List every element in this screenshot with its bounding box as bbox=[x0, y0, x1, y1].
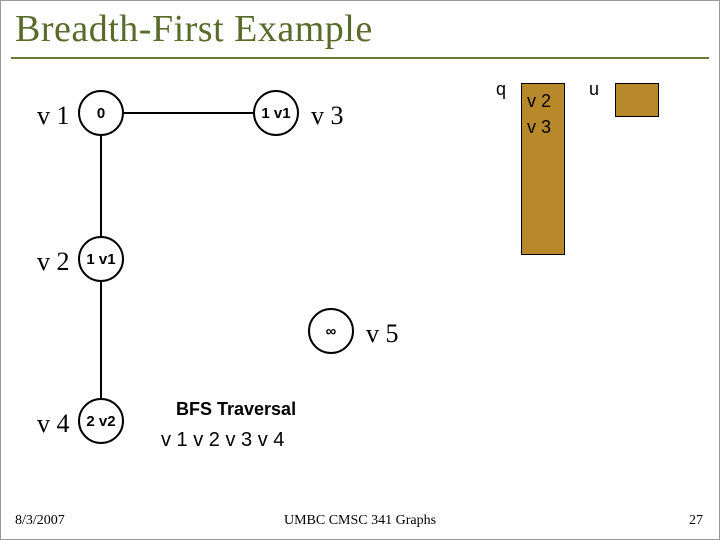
node-v5: ∞ bbox=[308, 308, 354, 354]
node-v1-label: v 1 bbox=[37, 101, 70, 131]
queue-item-0: v 2 bbox=[527, 91, 551, 112]
node-v1-value: 0 bbox=[97, 105, 105, 122]
node-v3-label: v 3 bbox=[311, 101, 344, 131]
node-v5-value: ∞ bbox=[326, 323, 337, 340]
node-v4: 2 v2 bbox=[78, 398, 124, 444]
footer-page: 27 bbox=[689, 513, 703, 529]
node-v4-value: 2 v2 bbox=[86, 413, 115, 430]
u-box bbox=[615, 83, 659, 117]
node-v2-value: 1 v1 bbox=[86, 251, 115, 268]
node-v3-value: 1 v1 bbox=[261, 105, 290, 122]
queue-label: q bbox=[496, 79, 506, 100]
node-v2: 1 v1 bbox=[78, 236, 124, 282]
page-title: Breadth-First Example bbox=[15, 7, 373, 51]
footer-center: UMBC CMSC 341 Graphs bbox=[1, 513, 719, 529]
bfs-sequence: v 1 v 2 v 3 v 4 bbox=[161, 429, 284, 452]
u-label: u bbox=[589, 79, 599, 100]
node-v5-label: v 5 bbox=[366, 319, 399, 349]
bfs-heading: BFS Traversal bbox=[176, 399, 296, 420]
slide-frame: Breadth-First Example q u BFS Traversal … bbox=[0, 0, 720, 540]
node-v3: 1 v1 bbox=[253, 90, 299, 136]
node-v2-label: v 2 bbox=[37, 247, 70, 277]
node-v4-label: v 4 bbox=[37, 409, 70, 439]
queue-item-1: v 3 bbox=[527, 117, 551, 138]
title-separator bbox=[11, 57, 709, 59]
node-v1: 0 bbox=[78, 90, 124, 136]
